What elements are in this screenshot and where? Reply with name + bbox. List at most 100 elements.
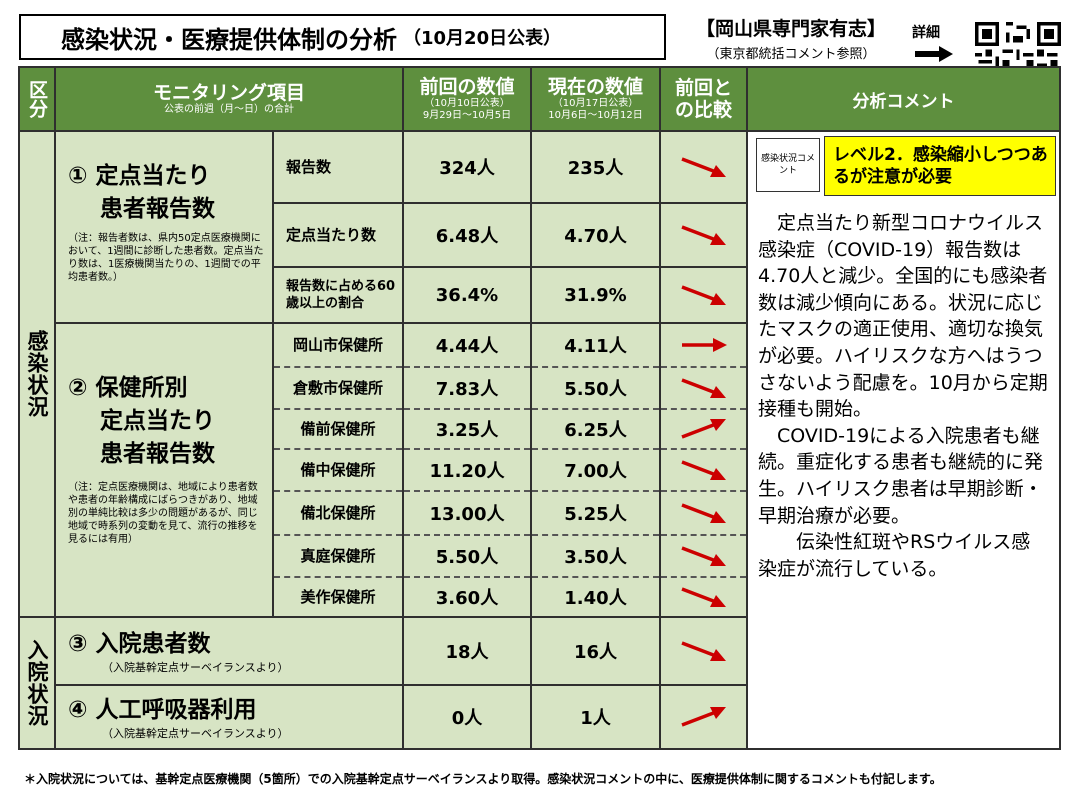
- monitoring-table: 区分 モニタリング項目 公表の前週（月～日）の合計 前回の数値 （10月10日公…: [18, 66, 1061, 750]
- row-label: 備北保健所: [274, 490, 402, 534]
- section2-title-line2: 定点当たり: [100, 408, 215, 434]
- publish-date: （10月20日公表）: [403, 28, 562, 49]
- row-curr-value: 31.9%: [532, 268, 659, 322]
- row-label-text: 美作保健所: [300, 588, 376, 606]
- arrow-down-icon: [680, 641, 726, 661]
- section1-note: （注：報告者数は、県内50定点医療機関において、1週間に診断した患者数。定点当た…: [68, 233, 264, 283]
- row-prev-value: 4.44人: [404, 324, 530, 366]
- category-hospital: 入院状況: [20, 618, 54, 748]
- row-curr-value: 5.25人: [532, 490, 659, 534]
- arrow-down-icon: [680, 157, 726, 177]
- section2-title-cell: ② 保健所別 定点当たり 患者報告数 （注：定点医療機関は、地域により患者数や患…: [56, 324, 272, 616]
- row-curr-value: 4.70人: [532, 204, 659, 266]
- section2-title-line1: ② 保健所別: [68, 375, 188, 401]
- arrow-down-icon: [680, 285, 726, 305]
- header-comment-label: 分析コメント: [852, 91, 955, 112]
- row-prev-value: 3.60人: [404, 576, 530, 616]
- row-prev-value: 18人: [404, 618, 530, 684]
- arrow-up-icon: [680, 707, 726, 727]
- category-hospital-label: 入院状況: [25, 639, 49, 727]
- arrow-down-icon: [680, 587, 726, 607]
- row-label: 報告数に占める60歳以上の割合: [274, 268, 402, 322]
- row-label: 美作保健所: [274, 576, 402, 616]
- arrow-right-icon: [915, 46, 953, 62]
- row-prev-value: 0人: [404, 686, 530, 748]
- row-label: 備中保健所: [274, 448, 402, 490]
- comment-para3: 伝染性紅斑やRSウイルス感染症が流行している。: [758, 531, 1031, 580]
- section4-title-cell: ④ 人工呼吸器利用 （入院基幹定点サーベイランスより）: [56, 686, 402, 748]
- section3-title-cell: ③ 入院患者数 （入院基幹定点サーベイランスより）: [56, 618, 402, 684]
- header-compare: 前回との比較: [661, 68, 746, 130]
- header-compare-label: 前回との比較: [674, 77, 732, 121]
- section3-title: ③ 入院患者数: [68, 631, 211, 657]
- arrow-down-icon: [680, 546, 726, 566]
- row-label: 報告数: [274, 132, 402, 202]
- header-item-sub: 公表の前週（月～日）の合計: [164, 104, 294, 115]
- row-curr-value: 1.40人: [532, 576, 659, 616]
- row-label-text: 岡山市保健所: [292, 336, 383, 354]
- expert-sub: （東京都統括コメント参照）: [706, 47, 876, 62]
- row-label-text: 倉敷市保健所: [292, 379, 383, 397]
- row-trend-cell: [661, 204, 746, 266]
- row-trend-cell: [661, 268, 746, 322]
- header-item: モニタリング項目 公表の前週（月～日）の合計: [56, 68, 402, 130]
- header-curr-sub2: 10月6日～10月12日: [548, 110, 643, 121]
- detail-label[interactable]: 詳細: [912, 25, 940, 41]
- category-infection-label: 感染状況: [25, 330, 49, 418]
- arrow-down-icon: [680, 378, 726, 398]
- row-trend-cell: [661, 324, 746, 366]
- row-prev-value: 324人: [404, 132, 530, 202]
- header-prev: 前回の数値 （10月10日公表） 9月29日～10月5日: [404, 68, 530, 130]
- section1-title-line1: ① 定点当たり: [68, 163, 211, 189]
- header-curr-sub1: （10月17日公表）: [552, 98, 639, 109]
- header-prev-label: 前回の数値: [419, 76, 515, 98]
- arrow-right-icon: [681, 338, 727, 352]
- level-badge: レベル2．感染縮小しつつあるが注意が必要: [824, 136, 1056, 196]
- page-title: 感染状況・医療提供体制の分析: [61, 25, 397, 54]
- row-prev-value: 3.25人: [404, 408, 530, 448]
- section3-sub: （入院基幹定点サーベイランスより）: [102, 661, 289, 674]
- section1-title-line2: 患者報告数: [100, 196, 215, 222]
- comment-para2: COVID-19による入院患者も継続。重症化する患者も継続的に発生。ハイリスク患…: [758, 424, 1044, 527]
- row-trend-cell: [661, 448, 746, 490]
- row-curr-value: 5.50人: [532, 366, 659, 408]
- level-badge-text: レベル2．感染縮小しつつあるが注意が必要: [833, 145, 1048, 187]
- arrow-down-icon: [680, 503, 726, 523]
- row-curr-value: 3.50人: [532, 534, 659, 576]
- row-curr-value: 1人: [532, 686, 659, 748]
- row-curr-value: 16人: [532, 618, 659, 684]
- row-trend-cell: [661, 686, 746, 748]
- row-trend-cell: [661, 366, 746, 408]
- row-trend-cell: [661, 576, 746, 616]
- header-item-label: モニタリング項目: [152, 82, 305, 104]
- section4-sub: （入院基幹定点サーベイランスより）: [102, 727, 289, 740]
- row-label-text: 定点当たり数: [286, 226, 377, 244]
- comment-para1: 定点当たり新型コロナウイルス感染症（COVID-19）報告数は4.70人と減少。…: [758, 212, 1048, 421]
- comment-body: 定点当たり新型コロナウイルス感染症（COVID-19）報告数は4.70人と減少。…: [748, 198, 1059, 748]
- row-label-text: 備前保健所: [300, 420, 376, 438]
- row-curr-value: 235人: [532, 132, 659, 202]
- row-prev-value: 11.20人: [404, 448, 530, 490]
- header-curr: 現在の数値 （10月17日公表） 10月6日～10月12日: [532, 68, 659, 130]
- row-label-text: 報告数に占める60歳以上の割合: [286, 279, 396, 311]
- row-prev-value: 7.83人: [404, 366, 530, 408]
- row-trend-cell: [661, 490, 746, 534]
- row-label: 真庭保健所: [274, 534, 402, 576]
- row-prev-value: 36.4%: [404, 268, 530, 322]
- row-label: 定点当たり数: [274, 204, 402, 266]
- section4-title: ④ 人工呼吸器利用: [68, 697, 257, 723]
- title-box: 感染状況・医療提供体制の分析 （10月20日公表）: [19, 14, 666, 60]
- arrow-down-icon: [680, 225, 726, 245]
- row-label-text: 報告数: [286, 158, 332, 176]
- row-label: 備前保健所: [274, 408, 402, 448]
- row-trend-cell: [661, 132, 746, 202]
- row-label-text: 備北保健所: [300, 504, 376, 522]
- row-label-text: 真庭保健所: [300, 547, 376, 565]
- row-trend-cell: [661, 618, 746, 684]
- row-label: 岡山市保健所: [274, 324, 402, 366]
- header-kubun-label: 区分: [26, 80, 48, 118]
- row-label: 倉敷市保健所: [274, 366, 402, 408]
- row-label-text: 備中保健所: [300, 461, 376, 479]
- category-infection: 感染状況: [20, 132, 54, 616]
- expert-group: 【岡山県専門家有志】 （東京都統括コメント参照）: [676, 14, 906, 62]
